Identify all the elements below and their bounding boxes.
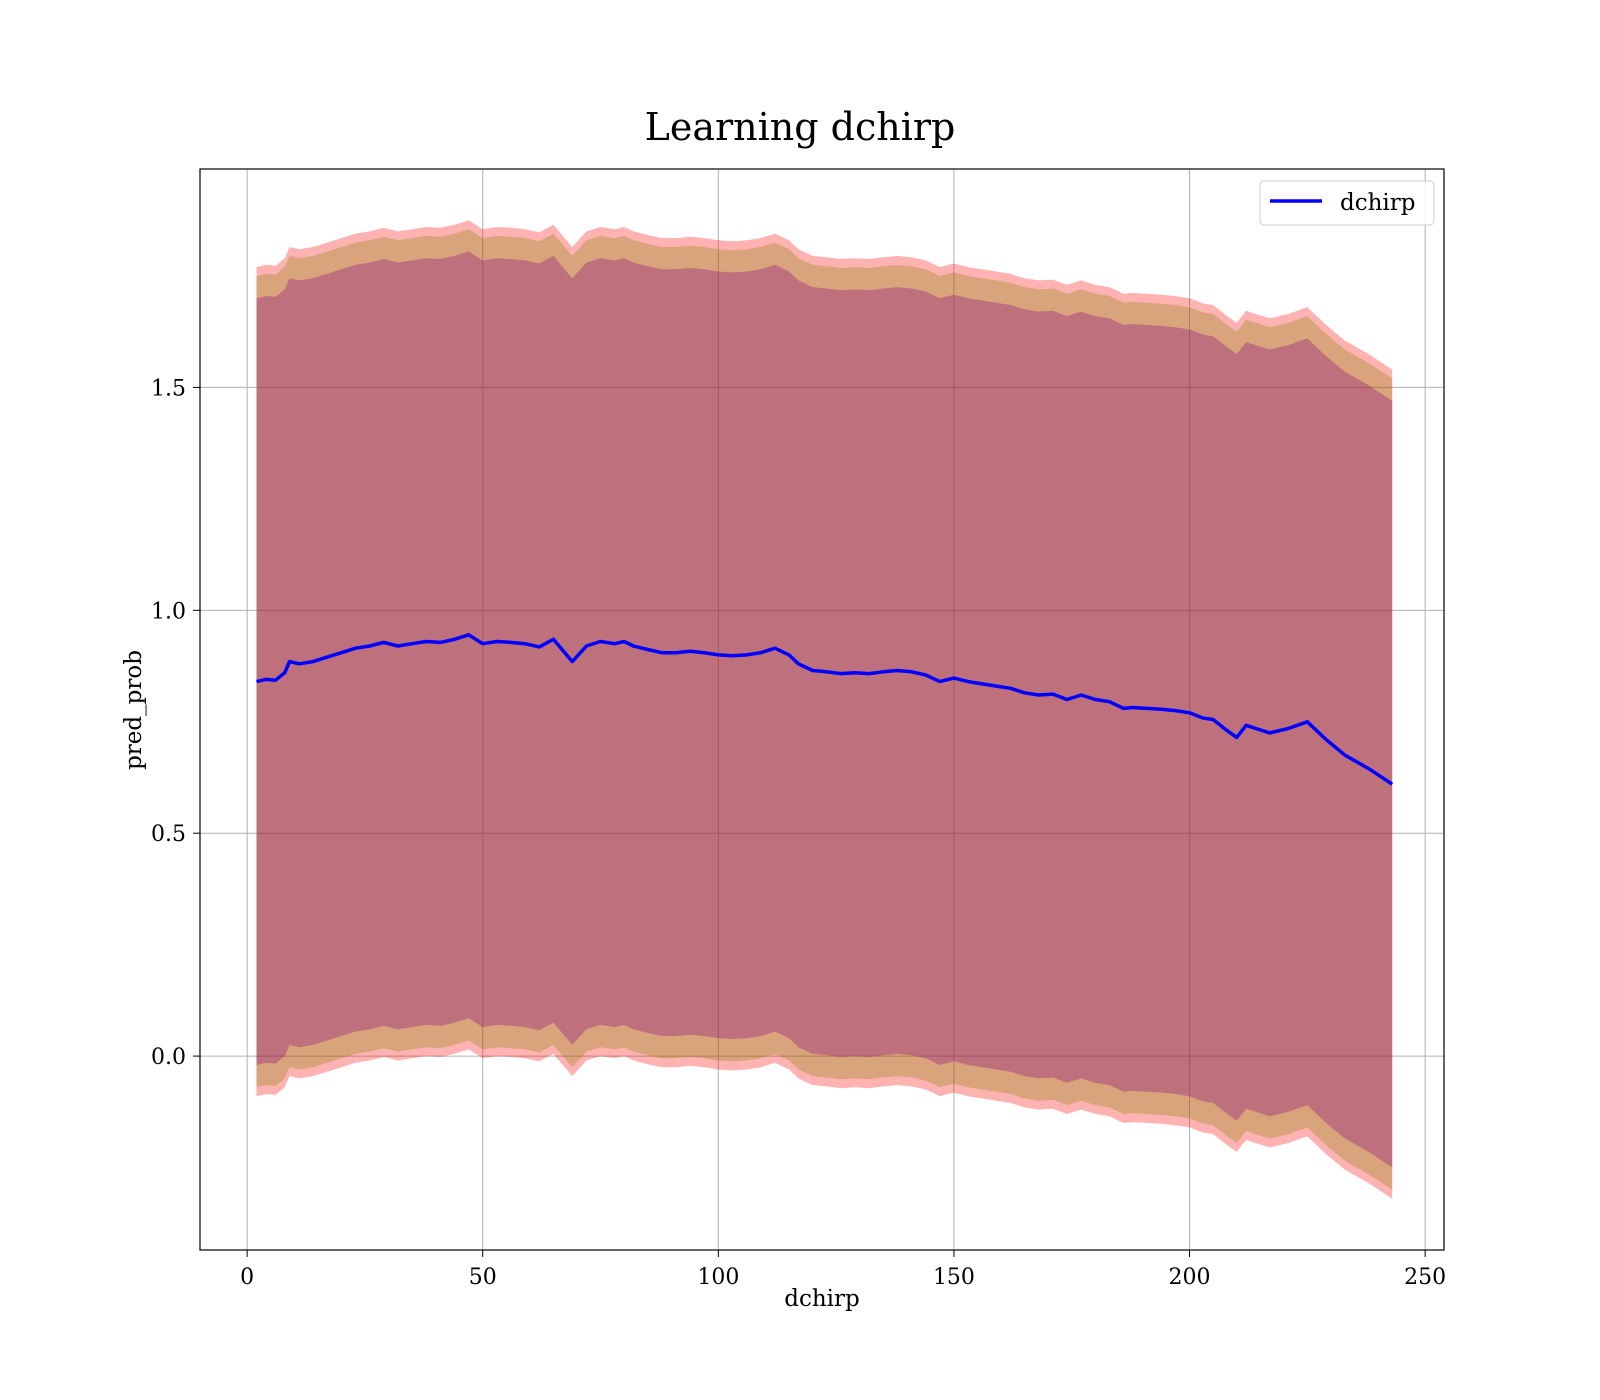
legend-box (1259, 180, 1435, 226)
x-tick-label: 150 (933, 1265, 975, 1290)
x-tick-label: 200 (1169, 1265, 1211, 1290)
y-tick-label: 0.5 (151, 822, 186, 847)
x-tick-label: 100 (697, 1265, 739, 1290)
series-line-dchirp (256, 633, 1394, 786)
y-axis-title: pred_prob (121, 650, 147, 770)
chart-title: Learning dchirp (645, 105, 956, 149)
confidence-band-inner (256, 251, 1393, 1168)
x-tick-label: 0 (240, 1265, 254, 1290)
tick-layer: 0 50 100 150 200 250 0.0 0.5 1.0 1.5 (151, 376, 1446, 1290)
x-tick-label: 50 (469, 1265, 497, 1290)
y-tick-label: 1.5 (151, 376, 186, 401)
legend: dchirp (1259, 180, 1435, 226)
x-axis-title: dchirp (784, 1286, 860, 1312)
y-tick-label: 0.0 (151, 1045, 186, 1070)
grid-layer (200, 169, 1444, 1250)
plot-frame (199, 168, 1445, 1251)
x-tick-label: 250 (1404, 1265, 1446, 1290)
line-layer (256, 633, 1394, 786)
confidence-band-outer (256, 220, 1393, 1199)
confidence-band-mid (256, 229, 1393, 1190)
band-layer (256, 220, 1393, 1199)
legend-label: dchirp (1340, 190, 1416, 216)
y-tick-label: 1.0 (151, 599, 186, 624)
